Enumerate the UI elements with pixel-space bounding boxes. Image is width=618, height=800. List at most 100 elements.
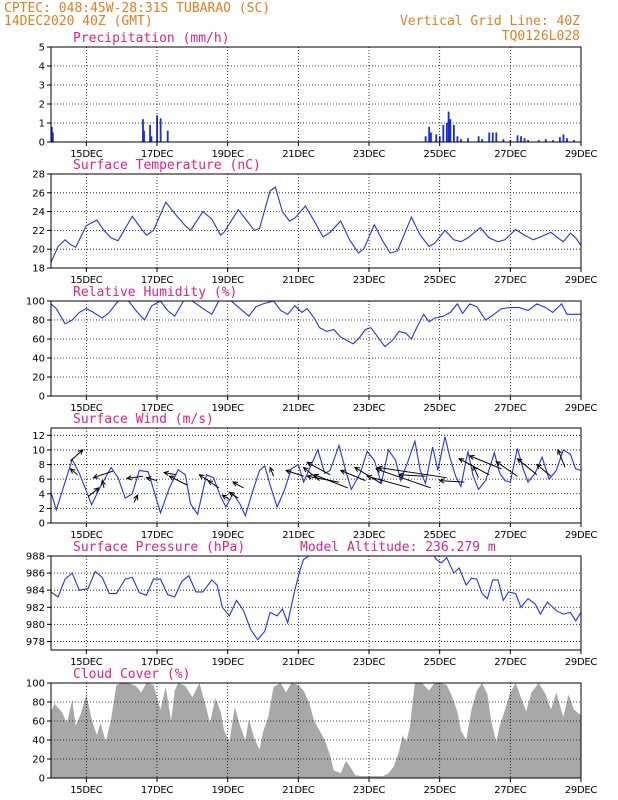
- rh-xtick-label: 15DEC: [70, 403, 103, 414]
- temp-ytick-label: 24: [32, 207, 45, 218]
- cloud-xtick-label: 21DEC: [282, 785, 315, 796]
- precip-xtick-label: 25DEC: [424, 149, 457, 160]
- wind-arrow-shaft: [222, 494, 230, 501]
- wind-arrow-head: [468, 455, 475, 460]
- temp-frame: [50, 173, 582, 269]
- pressure-xtick-label: 21DEC: [282, 657, 315, 668]
- wind-ytick-label: 4: [39, 489, 45, 500]
- rh-ytick-label: 40: [32, 354, 45, 365]
- wind-arrow-shaft: [285, 469, 304, 477]
- wind-arrow-shaft: [472, 465, 479, 478]
- wind-arrow-head: [535, 463, 542, 470]
- pressure-panel: Surface Pressure (hPa) Model Altitude: 2…: [26, 540, 598, 668]
- precipitation-title: Precipitation (mm/h): [73, 31, 230, 46]
- wind-arrow-shaft: [495, 461, 518, 477]
- wind-arrow-shaft: [101, 480, 105, 489]
- wind-arrow-shaft: [87, 487, 100, 498]
- wind-arrow-head: [516, 457, 523, 464]
- precip-xtick-label: 27DEC: [494, 149, 527, 160]
- wind-arrow-head: [125, 475, 132, 481]
- wind-arrow-head: [269, 466, 275, 473]
- wind-ytick-label: 10: [32, 445, 45, 456]
- temp-ytick-label: 22: [32, 226, 45, 237]
- precip-bar: [442, 124, 445, 142]
- temp-xtick-label: 23DEC: [353, 275, 386, 286]
- temp-ytick-label: 28: [32, 170, 45, 181]
- precip-bar: [166, 130, 169, 142]
- model-altitude: Model Altitude: 236.279 m: [300, 540, 496, 555]
- precip-xtick-label: 15DEC: [70, 149, 103, 160]
- temperature-panel: Surface Temperature (nC) 18 20 22 24 26 28 15D…: [32, 158, 597, 286]
- wind-arrow-head: [339, 469, 346, 475]
- temp-xtick-label: 17DEC: [141, 275, 174, 286]
- precip-bar: [143, 130, 145, 142]
- wind-arrow-shaft: [340, 469, 366, 482]
- temp-ytick-label: 18: [32, 264, 45, 275]
- wind-arrow-head: [353, 466, 360, 472]
- temp-xtick-label: 29DEC: [565, 275, 598, 286]
- rh-xtick-label: 25DEC: [424, 403, 457, 414]
- precip-bar: [559, 137, 561, 142]
- precip-bar: [537, 140, 540, 142]
- precipitation-panel: Precipitation (mm/h) 0 1 2 3 4 5 15DEC 17DEC 19D…: [39, 31, 598, 160]
- cloud-xtick-label: 29DEC: [565, 785, 598, 796]
- wind-arrow-shaft: [469, 455, 502, 470]
- temp-ytick-label: 20: [32, 245, 45, 256]
- wind-arrow-head: [145, 476, 152, 482]
- temp-xtick-label: 21DEC: [282, 275, 315, 286]
- wind-xtick-label: 19DEC: [212, 530, 245, 541]
- precip-ytick-label: 3: [39, 81, 45, 92]
- humidity-panel: Relative Humidity (%) 0 20 40 60 80 100 15DEC 1…: [26, 285, 598, 414]
- wind-ytick-label: 6: [39, 475, 45, 486]
- cloud-area: [51, 683, 581, 778]
- precip-border: [50, 46, 582, 143]
- wind-arrow-head: [133, 494, 139, 501]
- wind-arrow-head: [232, 481, 239, 487]
- humidity-title: Relative Humidity (%): [73, 285, 237, 300]
- wind-arrow-head: [313, 473, 320, 479]
- wind-border: [50, 427, 582, 524]
- precip-bar: [488, 132, 491, 142]
- wind-arrow-shaft: [133, 495, 139, 503]
- pressure-xtick-label: 29DEC: [565, 657, 598, 668]
- wind-arrow-shaft: [70, 449, 84, 462]
- rh-ytick-label: 60: [32, 335, 45, 346]
- wind-arrow-head: [207, 479, 214, 486]
- pressure-border: [50, 555, 582, 651]
- pressure-ytick-label: 982: [26, 603, 45, 614]
- cloud-border: [50, 682, 582, 779]
- wind-xtick-label: 25DEC: [424, 530, 457, 541]
- wind-arrow-head: [93, 487, 100, 493]
- cloud-xtick-label: 19DEC: [212, 785, 245, 796]
- precip-bar: [527, 140, 529, 142]
- precip-plot-area: [51, 111, 575, 142]
- precip-ytick-label: 2: [39, 100, 45, 111]
- wind-arrow-head: [438, 478, 445, 484]
- cloud-xtick-label: 17DEC: [141, 785, 174, 796]
- precip-xtick-label: 17DEC: [141, 149, 174, 160]
- rh-border: [50, 300, 582, 397]
- cloud-xtick-label: 27DEC: [494, 785, 527, 796]
- pressure-xtick-label: 17DEC: [141, 657, 174, 668]
- cloud-ytick-label: 80: [32, 698, 45, 709]
- model-id: TQ0126L028: [502, 29, 580, 44]
- cloud-xtick-label: 15DEC: [70, 785, 103, 796]
- wind-ytick-label: 0: [39, 519, 45, 530]
- wind-xtick-label: 15DEC: [70, 530, 103, 541]
- pressure-xtick-label: 19DEC: [212, 657, 245, 668]
- cloud-ytick-label: 40: [32, 736, 45, 747]
- wind-arrow-shaft: [536, 464, 552, 477]
- wind-arrow-shaft: [399, 474, 426, 477]
- precip-ytick-label: 0: [39, 138, 45, 149]
- precip-bar: [551, 140, 554, 142]
- wind-xtick-label: 29DEC: [565, 530, 598, 541]
- wind-line-layer: [51, 436, 581, 518]
- precip-bar: [456, 136, 459, 142]
- wind-arrow-shaft: [377, 466, 447, 479]
- precip-bar: [453, 124, 455, 142]
- wind-arrow-head: [366, 474, 373, 480]
- temp-xtick-label: 19DEC: [212, 275, 245, 286]
- precip-bar: [509, 140, 512, 142]
- rh-xtick-label: 27DEC: [494, 403, 527, 414]
